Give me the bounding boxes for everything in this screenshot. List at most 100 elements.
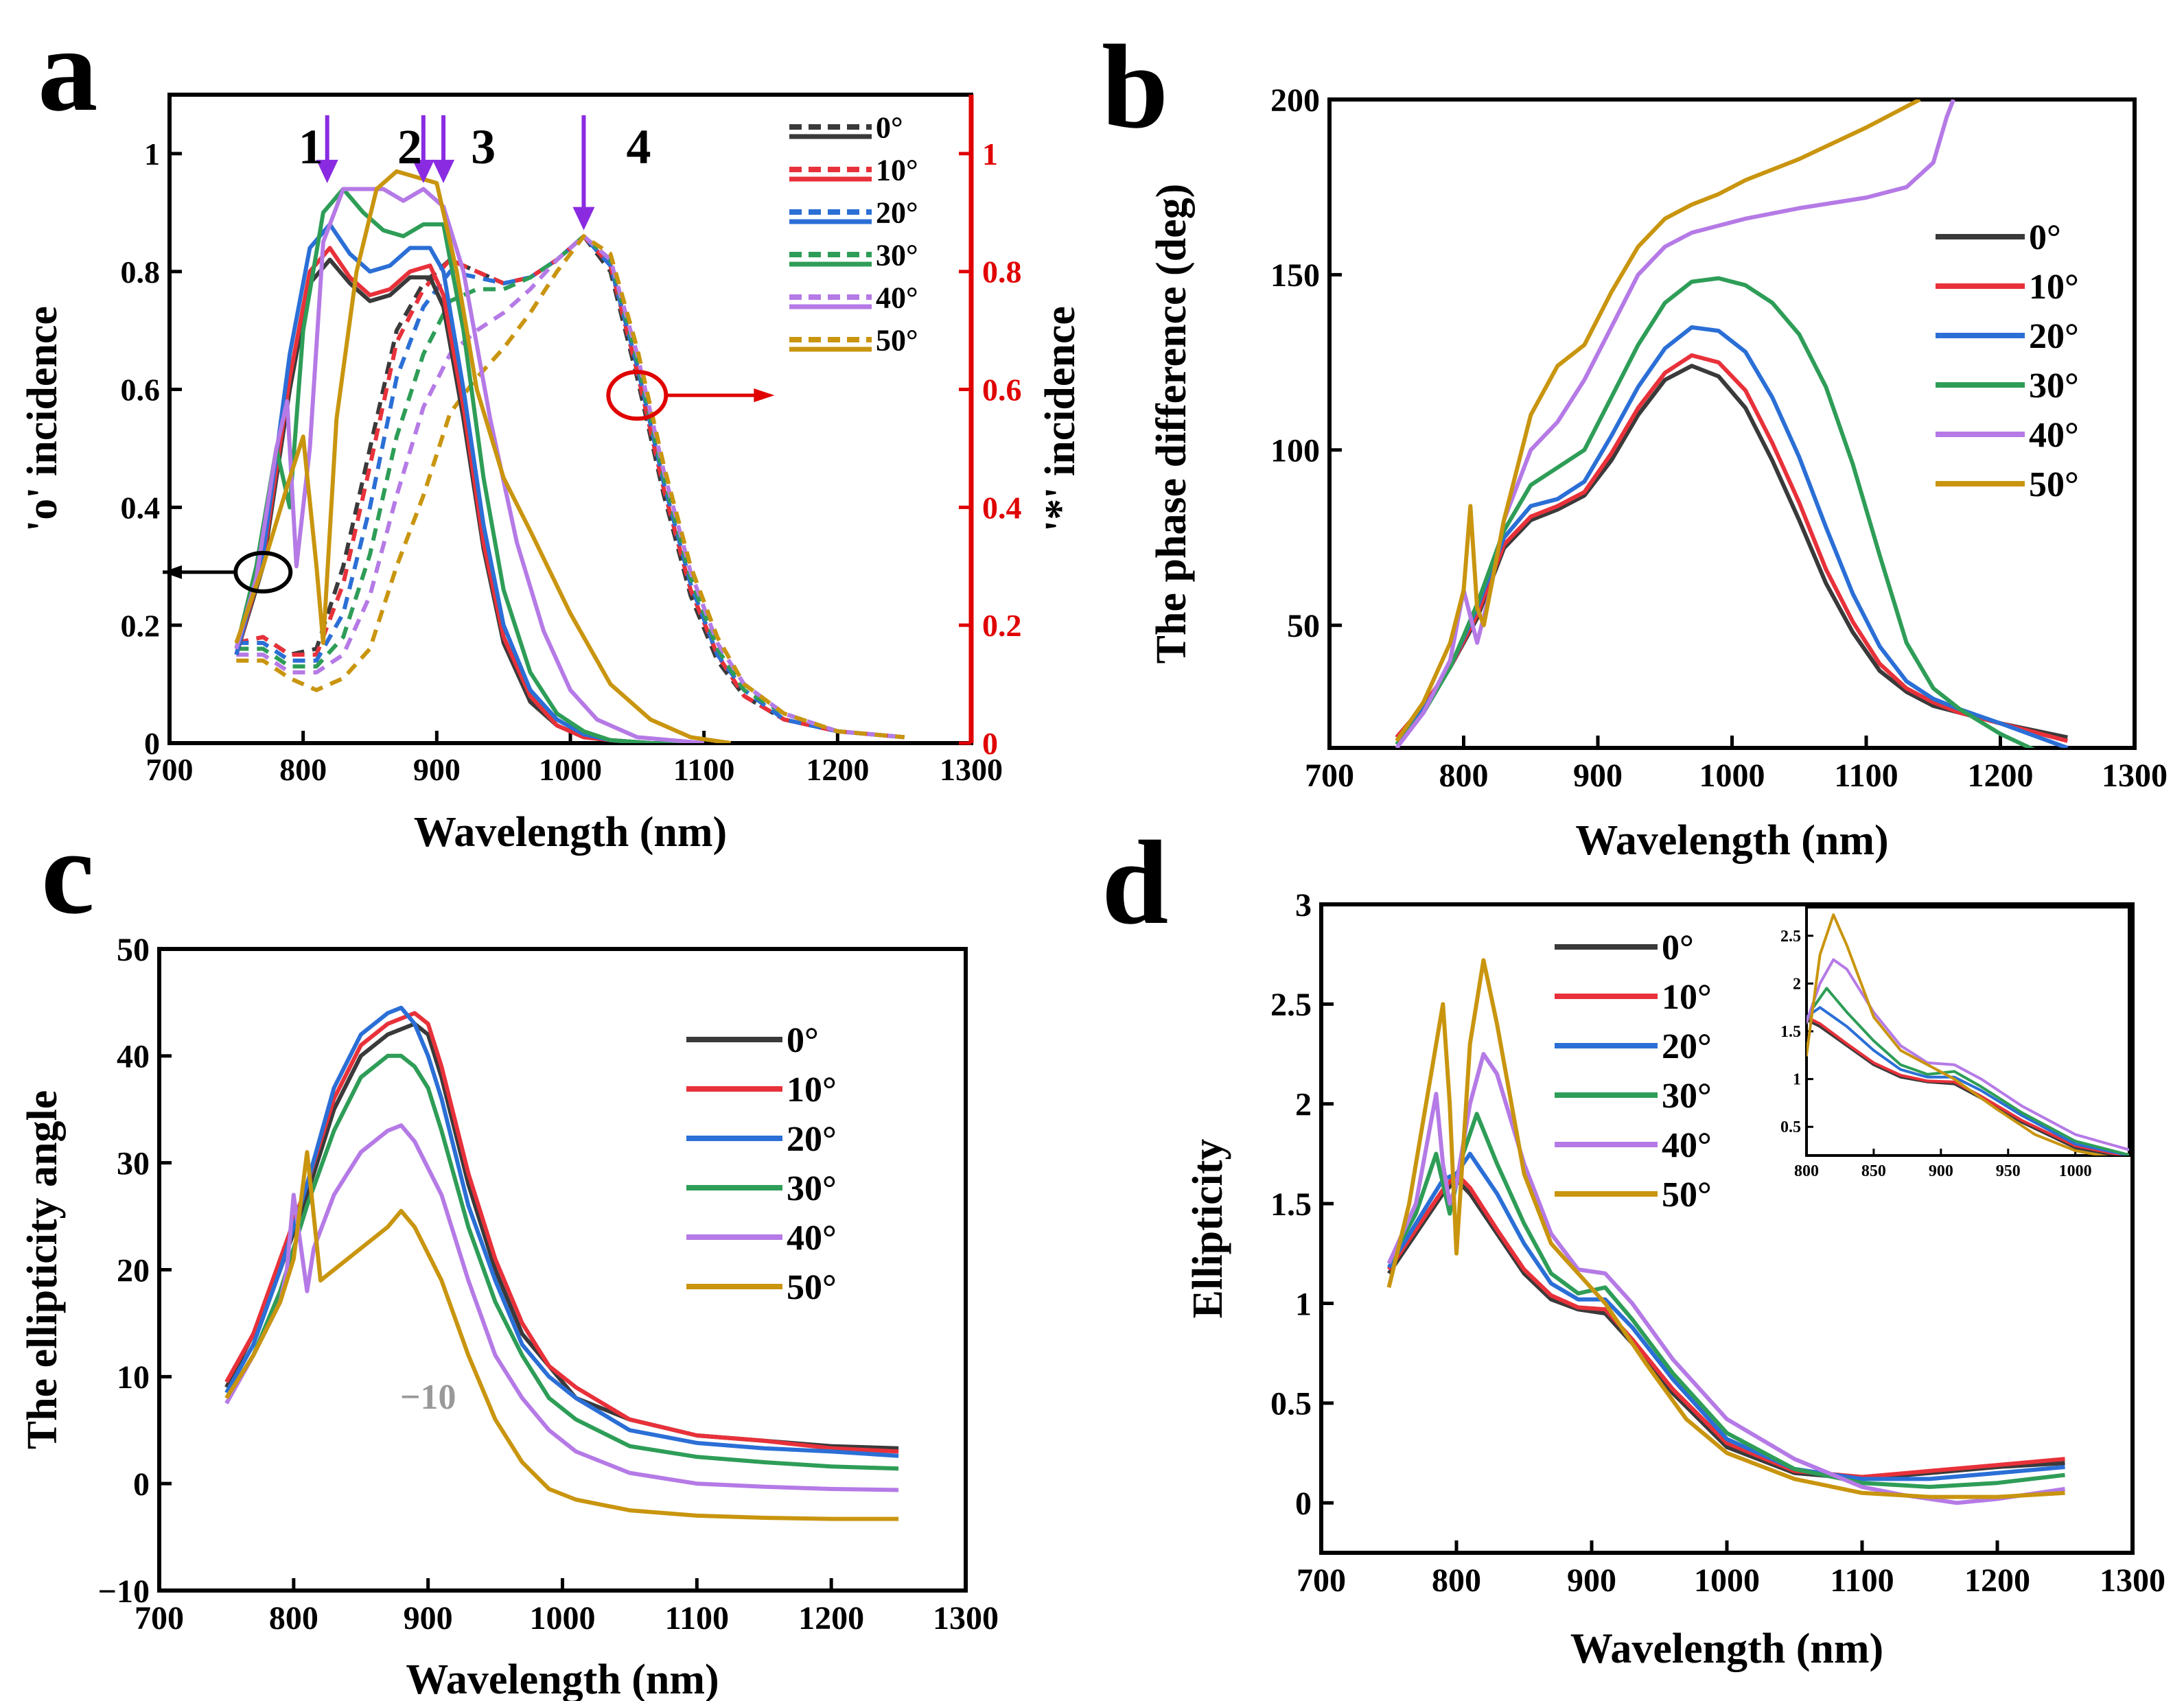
- y-tick-label: 200: [1270, 82, 1320, 119]
- y-tick-label: 2: [1295, 1087, 1312, 1123]
- right-y-tick-label: 1: [982, 137, 998, 172]
- y-axis-label: The ellipticity angle: [19, 1090, 66, 1450]
- x-tick-label: 700: [1297, 1562, 1346, 1599]
- panel-a: 700 800 900 1000 1100 1200 130000.20.40.60.81W…: [19, 93, 1084, 856]
- peak-label: 1: [299, 119, 323, 174]
- legend-label: 20°: [2029, 317, 2079, 356]
- y-tick-label: 2.5: [1270, 987, 1312, 1023]
- y-tick-label: 20: [117, 1252, 150, 1289]
- x-tick-label: 1300: [2102, 758, 2168, 794]
- panel-letter-b: b: [1102, 20, 1168, 153]
- x-tick-label: 1300: [2100, 1562, 2165, 1599]
- legend-label: 20°: [787, 1120, 837, 1159]
- y-tick-label: 0.4: [121, 490, 161, 525]
- series-line: [224, 1005, 899, 1458]
- legend-label: 10°: [2029, 268, 2079, 307]
- y-tick-label: 100: [1270, 433, 1320, 469]
- legend-label: 30°: [2029, 366, 2079, 406]
- y-tick-label: 0: [133, 1466, 150, 1503]
- legend-label: 30°: [1662, 1077, 1712, 1116]
- legend-label: 20°: [876, 196, 918, 229]
- series-line: [1386, 958, 2065, 1499]
- x-tick-label: 800: [269, 1600, 318, 1637]
- inset-series-line: [1807, 1006, 2129, 1155]
- inset-series-line: [1807, 1016, 2129, 1155]
- legend-label: 40°: [787, 1219, 837, 1258]
- x-axis-label: Wavelength (nm): [406, 1656, 719, 1701]
- x-tick-label: 900: [404, 1600, 453, 1637]
- right-y-tick-label: 0: [982, 726, 998, 761]
- x-axis-label: Wavelength (nm): [1570, 1626, 1883, 1672]
- solid-series-line: [234, 169, 732, 743]
- legend-label: 50°: [876, 323, 918, 357]
- x-tick-label: 800: [1439, 758, 1489, 794]
- panel-letter-c: c: [41, 806, 95, 939]
- y-tick-label: 50: [117, 932, 150, 968]
- y-tick-label: 150: [1270, 257, 1320, 294]
- right-y-axis-label: '*' incidence: [1037, 306, 1084, 532]
- y-tick-label: 1.5: [1270, 1186, 1312, 1223]
- x-tick-label: 700: [146, 752, 194, 787]
- solid-series-line: [234, 222, 704, 743]
- x-tick-label: 900: [413, 752, 461, 787]
- inset-y-tick-label: 1.5: [1780, 1023, 1801, 1041]
- y-tick-label: 0.8: [121, 255, 161, 290]
- x-tick-label: 1100: [1834, 758, 1898, 794]
- y-tick-label: 3: [1295, 887, 1312, 924]
- inset-y-tick-label: 0.5: [1780, 1118, 1801, 1136]
- panel-letter-a: a: [38, 3, 98, 136]
- y-tick-label: 0.5: [1270, 1386, 1312, 1422]
- series-line: [1395, 353, 2069, 743]
- inset-series-line: [1807, 913, 2109, 1155]
- y-axis-label: The phase difference (deg): [1148, 184, 1195, 664]
- inset-series-line: [1807, 958, 2129, 1151]
- legend-label: 40°: [2029, 416, 2079, 455]
- peak-label: 2: [397, 119, 422, 174]
- x-tick-label: 700: [135, 1600, 184, 1637]
- x-axis-label: Wavelength (nm): [1575, 817, 1888, 864]
- y-tick-label: 10: [117, 1359, 150, 1396]
- inset-series-line: [1807, 1018, 2124, 1155]
- y-tick-label: 0: [144, 726, 160, 761]
- panel-d: 700 800 900 1000 1100 1200 1300 0 0.5 1 1.5 2 2.5 3 Wa…: [1185, 887, 2165, 1672]
- legend-label: 20°: [1662, 1027, 1712, 1066]
- peak-label: 3: [471, 119, 496, 174]
- legend-label: 50°: [787, 1268, 837, 1307]
- legend-label: 0°: [876, 110, 903, 144]
- inset-y-tick-label: 1: [1793, 1071, 1801, 1089]
- y-tick-label: 40: [117, 1039, 150, 1075]
- dashed-series-line: [236, 234, 905, 740]
- x-tick-label: 1100: [665, 1600, 729, 1637]
- left-axis-indicator-arrowhead: [163, 565, 182, 579]
- legend-label: 10°: [787, 1070, 837, 1110]
- inset-x-tick-label: 900: [1929, 1162, 1953, 1180]
- peak-arrow-head: [432, 159, 455, 183]
- series-line: [1386, 1112, 2065, 1489]
- series-line: [224, 1150, 899, 1521]
- dashed-series-line: [236, 234, 905, 740]
- x-tick-label: 1000: [530, 1600, 596, 1637]
- x-tick-label: 1100: [673, 752, 734, 787]
- y-tick-label: −10: [98, 1573, 150, 1610]
- x-axis-label: Wavelength (nm): [414, 809, 727, 856]
- solid-series-line: [234, 187, 704, 743]
- legend-label: 50°: [1662, 1175, 1712, 1215]
- legend-label: 50°: [2029, 465, 2079, 504]
- x-tick-label: 1300: [940, 752, 1003, 787]
- legend-label: 10°: [1662, 978, 1712, 1017]
- legend-label: 30°: [787, 1169, 837, 1208]
- legend-label: 40°: [876, 281, 918, 314]
- series-line: [1395, 276, 2036, 748]
- series-line: [1386, 1052, 2065, 1505]
- inset-x-tick-label: 1000: [2059, 1162, 2092, 1180]
- peak-arrow-head: [412, 159, 434, 183]
- legend-label: 0°: [1662, 928, 1694, 967]
- right-y-tick-label: 0.8: [982, 255, 1022, 290]
- inset-frame: [1805, 906, 2130, 1157]
- x-tick-label: 1100: [1830, 1562, 1894, 1599]
- inset-x-tick-label: 800: [1794, 1162, 1819, 1180]
- x-tick-label: 1000: [1699, 758, 1765, 794]
- solid-series-line: [234, 187, 704, 743]
- series-line: [224, 1123, 899, 1492]
